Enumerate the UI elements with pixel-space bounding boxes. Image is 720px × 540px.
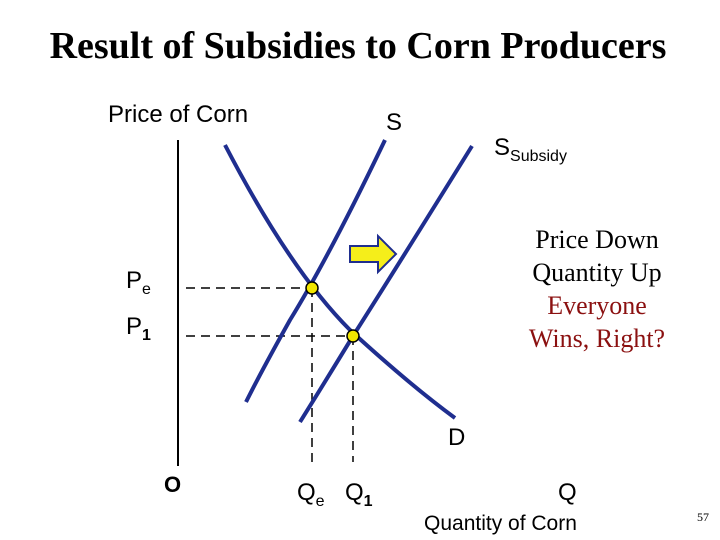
x-axis-label: Quantity of Corn (424, 512, 577, 535)
note: Everyone (547, 291, 647, 320)
demand-curve (223, 144, 457, 420)
symbol: Q (297, 479, 316, 506)
new-equilibrium-point (346, 329, 360, 343)
price-label: Pe (126, 267, 151, 298)
subscript: e (316, 493, 325, 510)
shift-arrow (349, 233, 398, 275)
subscript: 1 (142, 327, 151, 344)
subscript: e (142, 281, 151, 298)
y-axis-label: Price of Corn (108, 101, 248, 128)
note: Price Down (535, 225, 658, 254)
note: Wins, Right? (529, 324, 665, 353)
origin-label: O (164, 472, 181, 497)
subscript: 1 (364, 493, 373, 510)
subscript: Subsidy (510, 148, 567, 165)
symbol: P (126, 267, 142, 294)
symbol: P (126, 313, 142, 340)
symbol: Q (345, 479, 364, 506)
demand-label: D (448, 424, 465, 451)
note: Quantity Up (532, 258, 661, 287)
price-label: P1 (126, 313, 151, 344)
equilibrium-point (305, 281, 319, 295)
subsidy-supply-label: SSubsidy (494, 134, 567, 165)
quantity-label: Q1 (345, 479, 373, 510)
guides (186, 287, 354, 462)
quantity-label: Qe (297, 479, 325, 510)
page-number: 57 (697, 510, 709, 524)
supply-curve (244, 139, 387, 403)
x-axis-symbol: Q (558, 479, 577, 506)
title: Result of Subsidies to Corn Producers (50, 25, 667, 67)
symbol: S (494, 134, 510, 161)
supply-label: S (386, 109, 402, 136)
subsidy-supply-curve (298, 144, 474, 424)
